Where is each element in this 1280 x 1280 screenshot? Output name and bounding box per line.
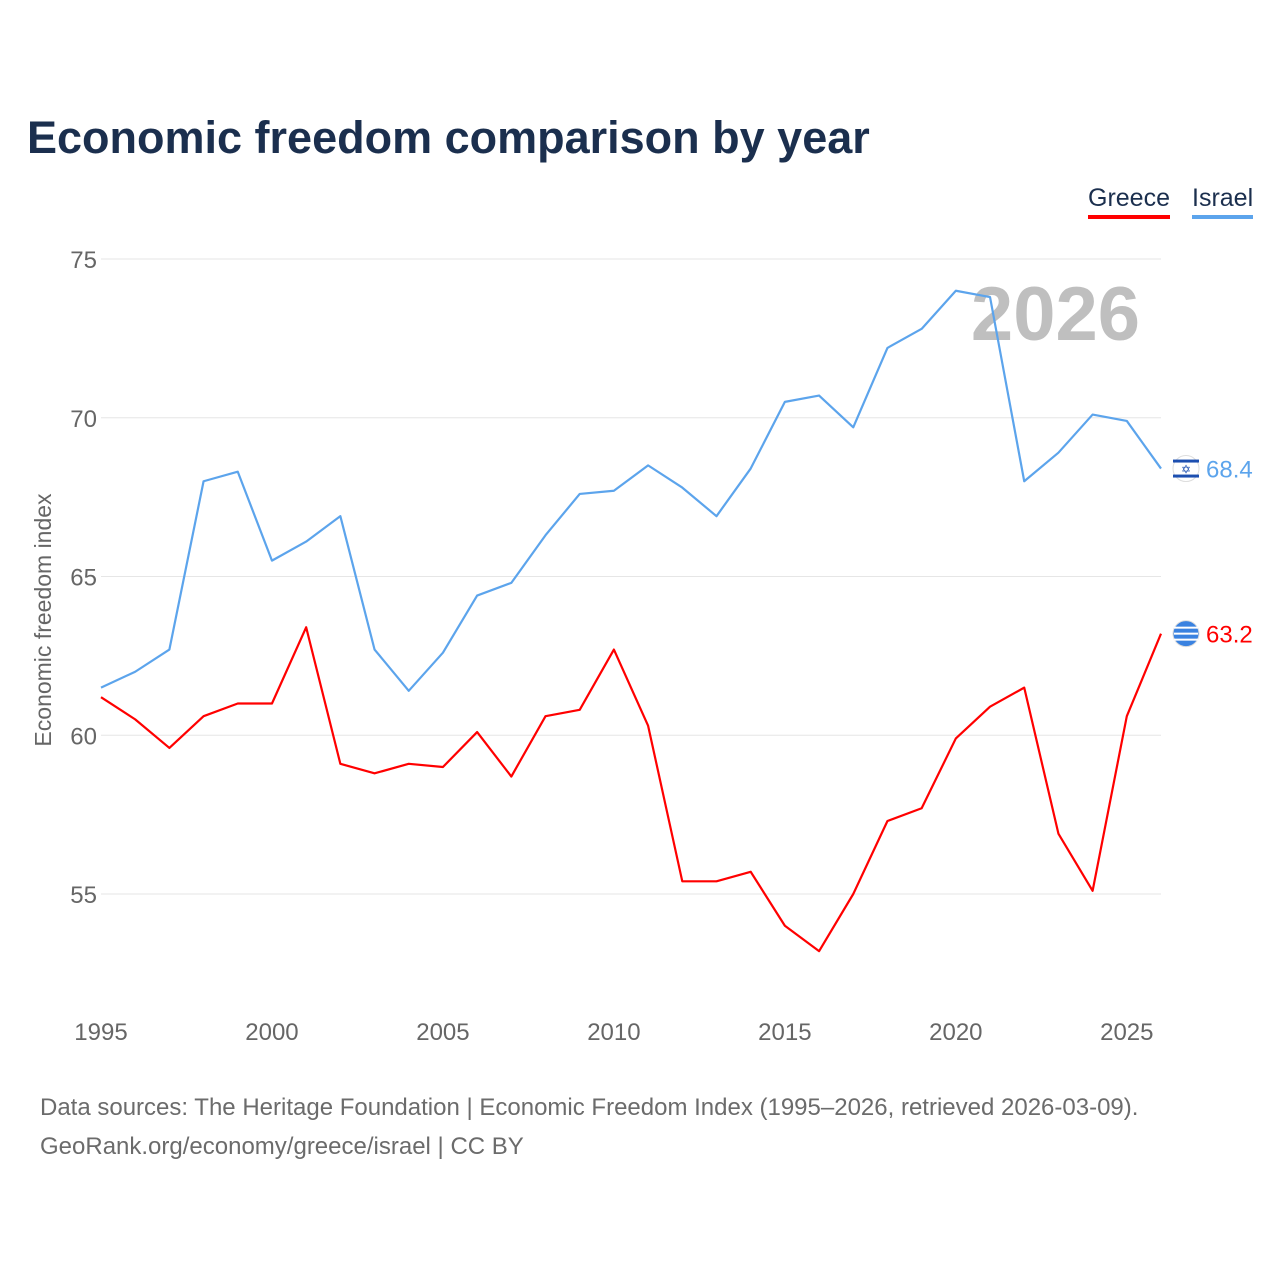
flag-stripe <box>1174 626 1198 629</box>
y-tick-label: 55 <box>70 882 97 909</box>
source-line-1: Data sources: The Heritage Foundation | … <box>40 1094 1139 1121</box>
y-tick-label: 75 <box>70 247 97 274</box>
x-tick-label: 2005 <box>416 1019 469 1046</box>
flag-stripe <box>1174 632 1198 635</box>
chart-title: Economic freedom comparison by year <box>27 112 870 163</box>
y-axis-label: Economic freedom index <box>30 493 56 747</box>
flag-stripe <box>1173 459 1199 463</box>
series-line-greece <box>100 626 1163 953</box>
x-tick-label: 2015 <box>758 1019 811 1046</box>
legend-greece[interactable]: Greece <box>1088 184 1170 219</box>
end-label-greece: 63.2 <box>1206 622 1253 649</box>
year-watermark: 2026 <box>971 272 1140 357</box>
x-tick-label: 2025 <box>1100 1019 1153 1046</box>
flag-stripe <box>1173 474 1199 478</box>
y-tick-label: 70 <box>70 406 97 433</box>
y-tick-label: 60 <box>70 723 97 750</box>
y-tick-label: 65 <box>70 565 97 592</box>
legend-israel[interactable]: Israel <box>1192 184 1254 219</box>
series-line-israel <box>100 289 1162 692</box>
end-label-israel: 68.4 <box>1206 457 1253 484</box>
source-note: Data sources: The Heritage Foundation | … <box>40 1088 1138 1166</box>
x-tick-label: 1995 <box>74 1019 127 1046</box>
source-line-2[interactable]: GeoRank.org/economy/greece/israel | CC B… <box>40 1133 524 1160</box>
star-of-david-icon: ✡ <box>1181 463 1191 477</box>
x-tick-label: 2010 <box>587 1019 640 1046</box>
x-tick-label: 2000 <box>245 1019 298 1046</box>
flag-stripe <box>1174 638 1198 641</box>
x-tick-label: 2020 <box>929 1019 982 1046</box>
